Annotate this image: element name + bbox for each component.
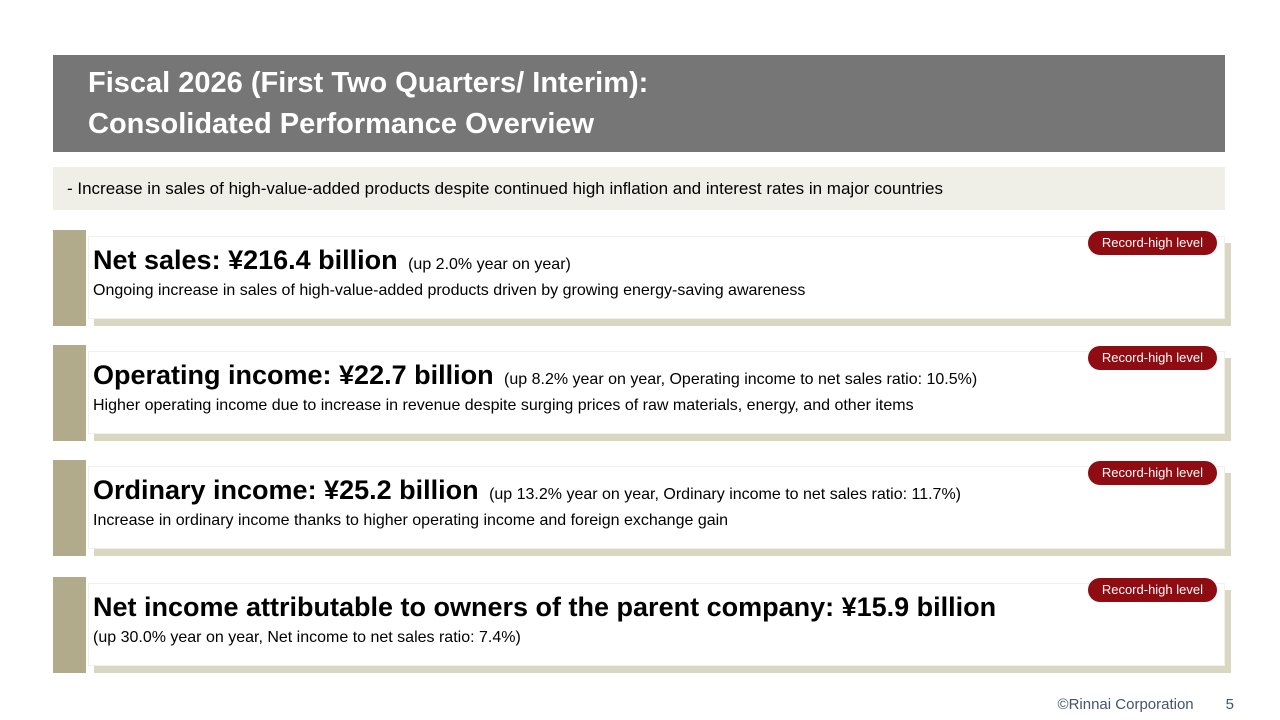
metric-block-net-income: Record-high level Net income attributabl… — [53, 577, 1225, 673]
metric-block-net-sales: Record-high level Net sales: ¥216.4 bill… — [53, 230, 1225, 326]
record-high-badge: Record-high level — [1087, 231, 1217, 255]
page-title-line2: Consolidated Performance Overview — [88, 107, 595, 140]
slide-footer: ©Rinnai Corporation 5 — [1058, 696, 1234, 713]
page-title-line1: Fiscal 2026 (First Two Quarters/ Interim… — [88, 66, 649, 99]
metric-note: (up 8.2% year on year, Operating income … — [504, 371, 978, 388]
copyright-text: ©Rinnai Corporation — [1057, 696, 1194, 713]
metric-description: Increase in ordinary income thanks to hi… — [93, 511, 729, 529]
accent-bar — [53, 230, 86, 326]
metric-block-ordinary-income: Record-high level Ordinary income: ¥25.2… — [53, 460, 1225, 556]
record-high-badge: Record-high level — [1087, 461, 1217, 485]
metric-heading: Ordinary income: ¥25.2 billion — [93, 475, 479, 505]
metric-card: Record-high level Net income attributabl… — [88, 578, 1225, 666]
record-high-badge: Record-high level — [1087, 578, 1217, 602]
metric-note: (up 13.2% year on year, Ordinary income … — [489, 486, 962, 503]
metric-heading: Operating income: ¥22.7 billion — [93, 360, 494, 390]
metric-card: Record-high level Operating income: ¥22.… — [88, 346, 1225, 434]
metric-heading: Net income attributable to owners of the… — [93, 592, 997, 622]
subtitle-strip: - Increase in sales of high-value-added … — [53, 167, 1225, 210]
page-number: 5 — [1225, 696, 1234, 713]
metric-card: Record-high level Ordinary income: ¥25.2… — [88, 461, 1225, 549]
accent-bar — [53, 460, 86, 556]
slide-title-bar: Fiscal 2026 (First Two Quarters/ Interim… — [53, 55, 1225, 152]
metric-description: Ongoing increase in sales of high-value-… — [93, 281, 806, 299]
accent-bar — [53, 577, 86, 673]
record-high-badge: Record-high level — [1087, 346, 1217, 370]
metric-note: (up 2.0% year on year) — [408, 256, 571, 273]
metric-heading: Net sales: ¥216.4 billion — [93, 245, 398, 275]
metric-description: Higher operating income due to increase … — [93, 396, 914, 414]
subtitle-text: - Increase in sales of high-value-added … — [67, 178, 944, 198]
metric-card: Record-high level Net sales: ¥216.4 bill… — [88, 231, 1225, 319]
accent-bar — [53, 345, 86, 441]
metric-description: (up 30.0% year on year, Net income to ne… — [93, 628, 521, 646]
metric-block-operating-income: Record-high level Operating income: ¥22.… — [53, 345, 1225, 441]
